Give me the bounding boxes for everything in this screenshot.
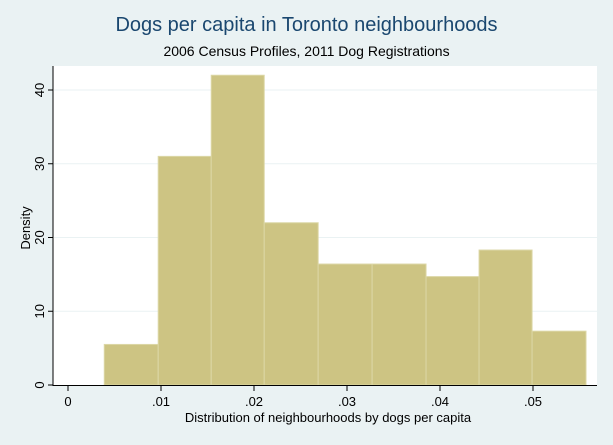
y-tick-label: 10 [32,304,47,318]
histogram-bar [157,155,212,386]
chart-title: Dogs per capita in Toronto neighbourhood… [115,14,498,36]
histogram-bar [371,263,427,386]
x-tick-label: 0 [64,394,71,409]
histogram-bar [478,249,533,386]
histogram-bar [531,330,587,386]
x-axis-label: Distribution of neighbourhoods by dogs p… [185,410,472,425]
chart-subtitle: 2006 Census Profiles, 2011 Dog Registrat… [163,43,450,59]
histogram-bar [210,74,265,386]
x-tick-label: .01 [152,394,170,409]
histogram-bar [263,222,319,386]
x-tick-label: .04 [431,394,449,409]
y-tick-label: 40 [32,83,47,97]
y-tick-label: 30 [32,157,47,171]
x-tick-label: .02 [245,394,263,409]
histogram-bar [317,263,373,386]
y-tick-label: 0 [32,381,47,388]
x-tick-label: .05 [524,394,542,409]
histogram-bar [103,343,159,386]
histogram-bar [425,276,480,386]
y-axis-label: Density [18,206,33,250]
x-tick-label: .03 [338,394,356,409]
y-tick-label: 20 [32,230,47,244]
